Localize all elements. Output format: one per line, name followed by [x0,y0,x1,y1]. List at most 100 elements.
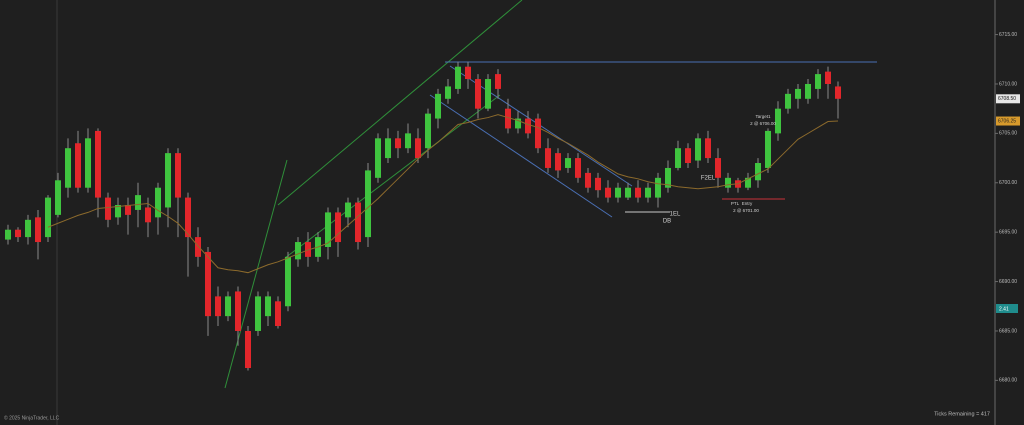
indicator-badge-bg [996,304,1018,313]
candle-body [605,187,611,198]
annotation: Target1 [755,114,771,119]
candle-body [535,118,541,149]
candle-body [185,197,191,238]
channel-line [429,94,613,218]
candle-body [585,172,591,188]
candle-body [745,177,751,188]
candle-body [345,202,351,218]
channel-line [284,94,501,259]
annotation: F2EL [701,176,716,182]
candle-body [415,138,421,159]
candle-body [365,170,371,238]
candle-body [175,153,181,198]
candle-body [495,74,501,89]
candle-body [625,187,631,198]
candle-body [395,138,401,149]
candle-body [785,93,791,109]
candle-body [355,202,361,243]
candle-body [125,205,131,215]
candle-body [615,187,621,198]
status: Ticks Remaining = 417 [934,411,990,417]
candle-body [115,205,121,218]
candle-body [105,197,111,220]
candle-body [475,79,481,109]
y-tick-label: 6690.00 [999,279,1017,285]
candle-body [565,158,571,168]
y-tick-label: 6705.00 [999,131,1017,137]
candle-body [655,177,661,198]
candle-body [695,138,701,161]
annotation: 2 @ 6706.00 [750,121,776,126]
candle-body [485,79,491,109]
candle-body [195,237,201,257]
candle-body [95,130,101,198]
candle-body [525,118,531,134]
candle-body [635,187,641,198]
candle-body [545,148,551,168]
candle-body [75,143,81,188]
y-tick-label: 6685.00 [999,328,1017,334]
copyright: © 2025 NinjaTrader, LLC [4,414,60,421]
candle-body [835,86,841,99]
candle-body [765,130,771,168]
candle-body [665,167,671,188]
last-price-badge: 6708.50 [998,96,1016,102]
moving-average [47,114,839,274]
candle-body [715,158,721,178]
candle-body [145,207,151,223]
candle-body [435,93,441,119]
candle-body [455,66,461,89]
candle-body [555,153,561,171]
candle-body [5,229,11,240]
candle-body [795,88,801,99]
candle-body [165,153,171,208]
last-price-badge-bg [996,94,1020,104]
candle-body [135,195,141,210]
y-tick-label: 6700.00 [999,180,1017,186]
candle-body [385,138,391,159]
plot [5,61,841,371]
y-tick-label: 6715.00 [999,32,1017,38]
candle-body [425,113,431,149]
candle-body [465,66,471,80]
candle-body [445,86,451,99]
candle-body [725,177,731,188]
y-tick-label: 6710.00 [999,81,1017,87]
candle-body [675,148,681,168]
candle-body [15,229,21,238]
candle-body [225,296,231,317]
candle-body [285,256,291,307]
candle-body [25,219,31,238]
y-tick-label: 6680.00 [999,378,1017,384]
annotation: PTL [731,201,740,206]
candle-body [515,118,521,129]
candle-body [575,158,581,178]
candle-body [275,301,281,327]
candle-body [645,187,651,198]
annotation: Entry [742,201,753,206]
candle-body [335,212,341,243]
trend-line [224,159,288,389]
sma-price-badge: 6706.25 [998,118,1016,124]
candle-body [155,187,161,218]
candle-body [595,177,601,191]
candle-body [265,296,271,317]
annotation: 2 @ 6701.00 [733,208,759,213]
annotation: 1EL [670,212,681,218]
annotation: DB [663,219,671,225]
candle-body [375,138,381,178]
candle-body [45,197,51,238]
candle-body [85,138,91,188]
candle-body [825,71,831,84]
y-tick-label: 6695.00 [999,229,1017,235]
candle-body [65,148,71,188]
sma-price-badge-bg [996,116,1020,126]
candle-body [295,242,301,260]
candle-body [325,212,331,247]
candle-body [815,74,821,89]
candle-body [235,291,241,331]
candle-body [55,180,61,215]
